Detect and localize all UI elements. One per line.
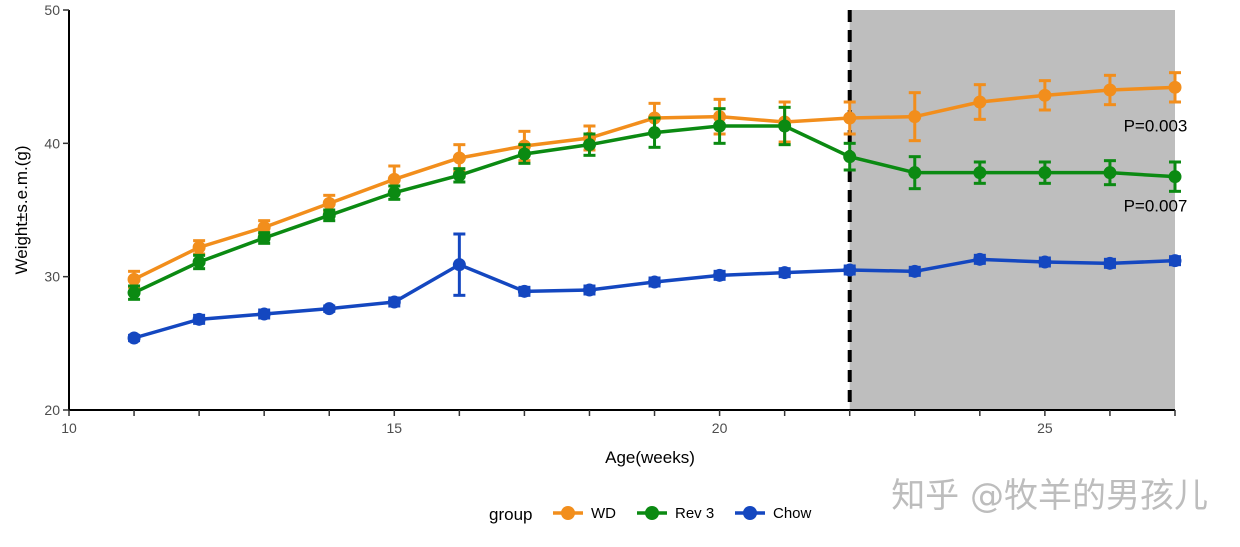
x-tick-label: 20: [712, 420, 728, 436]
data-point: [452, 168, 466, 182]
data-point: [1168, 80, 1182, 94]
data-point: [843, 263, 857, 277]
data-point: [127, 331, 141, 345]
data-point: [1103, 166, 1117, 180]
data-point: [257, 231, 271, 245]
data-point: [322, 208, 336, 222]
data-point: [517, 147, 531, 161]
y-axis-label: Weight±s.e.m.(g): [12, 146, 31, 275]
y-tick-label: 30: [44, 269, 60, 285]
data-point: [322, 196, 336, 210]
data-point: [1168, 254, 1182, 268]
data-point: [1038, 88, 1052, 102]
data-point: [908, 110, 922, 124]
y-tick-label: 50: [44, 2, 60, 18]
data-point: [582, 283, 596, 297]
data-point: [1168, 170, 1182, 184]
data-point: [713, 268, 727, 282]
p-value-annotation: P=0.003: [1124, 116, 1188, 135]
data-point: [452, 151, 466, 165]
data-point: [778, 119, 792, 133]
data-point: [973, 252, 987, 266]
data-point: [648, 275, 662, 289]
data-point: [452, 258, 466, 272]
x-tick-label: 15: [387, 420, 403, 436]
data-point: [908, 264, 922, 278]
legend-label: Rev 3: [675, 505, 714, 522]
legend-marker: [561, 506, 575, 520]
legend-label: WD: [591, 505, 616, 522]
data-point: [127, 286, 141, 300]
data-point: [192, 255, 206, 269]
data-point: [973, 166, 987, 180]
data-point: [908, 166, 922, 180]
data-point: [257, 307, 271, 321]
y-tick-label: 40: [44, 135, 60, 151]
legend-marker: [645, 506, 659, 520]
legend-title: group: [489, 505, 532, 524]
data-point: [387, 172, 401, 186]
x-tick-label: 10: [61, 420, 77, 436]
legend-item: WD: [553, 505, 616, 522]
data-point: [1103, 83, 1117, 97]
data-point: [843, 111, 857, 125]
p-value-annotation: P=0.007: [1124, 196, 1188, 215]
data-point: [192, 240, 206, 254]
data-point: [192, 312, 206, 326]
legend-label: Chow: [773, 505, 812, 522]
data-point: [517, 284, 531, 298]
data-point: [713, 119, 727, 133]
data-point: [322, 302, 336, 316]
data-point: [1038, 255, 1052, 269]
series-chow: [127, 232, 1182, 345]
data-point: [387, 295, 401, 309]
shaded-region: [849, 10, 1175, 410]
data-point: [973, 95, 987, 109]
watermark: 知乎 @牧羊的男孩儿: [891, 476, 1208, 516]
data-point: [127, 272, 141, 286]
data-point: [778, 266, 792, 280]
data-point: [257, 220, 271, 234]
data-point: [582, 138, 596, 152]
series-rev-3: [127, 105, 1182, 301]
data-point: [387, 186, 401, 200]
y-tick-label: 20: [44, 402, 60, 418]
data-point: [648, 126, 662, 140]
data-point: [1103, 256, 1117, 270]
x-tick-label: 25: [1037, 420, 1053, 436]
legend: group WD Rev 3 Chow: [489, 505, 812, 524]
data-point: [843, 150, 857, 164]
legend-item: Chow: [735, 505, 812, 522]
legend-item: Rev 3: [637, 505, 714, 522]
x-axis-label: Age(weeks): [605, 448, 695, 467]
legend-marker: [743, 506, 757, 520]
data-point: [1038, 166, 1052, 180]
